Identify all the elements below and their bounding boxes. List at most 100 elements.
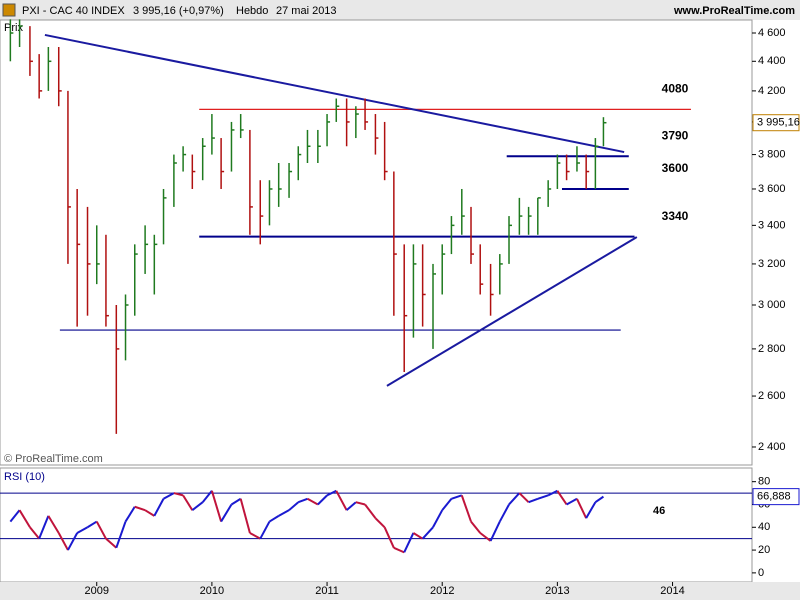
- rsi-segment: [124, 506, 136, 523]
- symbol: PXI - CAC 40 INDEX: [22, 5, 125, 17]
- rsi-segment: [364, 503, 377, 519]
- y-tick-label: 0: [758, 567, 764, 579]
- rsi-segment: [288, 501, 299, 511]
- rsi-segment: [326, 489, 337, 497]
- rsi-segment: [105, 537, 117, 549]
- rsi-segment: [556, 490, 568, 506]
- rsi-segment: [432, 509, 444, 528]
- level-label: 3790: [662, 128, 689, 142]
- rsi-segment: [393, 546, 405, 554]
- rsi-segment: [537, 494, 549, 500]
- rsi-segment: [182, 494, 194, 511]
- rsi-segment: [547, 489, 558, 497]
- last-value-box: [752, 114, 800, 132]
- rsi-segment: [355, 501, 366, 506]
- rsi-segment: [508, 492, 521, 506]
- rsi-segment: [57, 532, 69, 551]
- rsi-segment: [470, 520, 481, 534]
- rsi-segment: [38, 515, 50, 540]
- date: 27 mai 2013: [276, 5, 337, 17]
- y-tick-label: 4 200: [758, 85, 786, 97]
- rsi-segment: [576, 498, 588, 519]
- rsi-segment: [594, 495, 605, 504]
- rsi-segment: [268, 515, 280, 523]
- rsi-segment: [29, 526, 40, 540]
- y-tick-label: 2 800: [758, 343, 786, 355]
- rsi-panel: [0, 467, 753, 583]
- level-label: 3600: [662, 161, 689, 175]
- y-tick-label: 4 400: [758, 55, 786, 67]
- x-tick-label: 2014: [660, 585, 684, 597]
- x-tick-label: 2013: [545, 585, 569, 597]
- rsi-segment: [566, 497, 578, 506]
- y-tick-label: 80: [758, 476, 770, 488]
- rsi-segment: [259, 521, 271, 540]
- trendline: [386, 236, 638, 387]
- rsi-segment: [460, 495, 472, 522]
- rsi-segment: [278, 509, 290, 517]
- rsi-segment: [306, 497, 319, 506]
- watermark: © ProRealTime.com: [4, 453, 103, 465]
- rsi-segment: [210, 490, 223, 522]
- rsi-segment: [412, 532, 424, 540]
- rsi-segment: [297, 497, 308, 504]
- rsi-segment: [239, 498, 251, 534]
- rsi-segment: [335, 490, 348, 511]
- rsi-segment: [67, 532, 79, 551]
- rsi-segment: [451, 494, 463, 500]
- series-label: Prix: [4, 22, 23, 34]
- indicator-title: RSI (10): [4, 471, 45, 483]
- rsi-segment: [518, 492, 530, 503]
- rsi-segment: [134, 505, 146, 512]
- last-value: 66,888: [757, 491, 791, 503]
- rsi-segment: [220, 503, 233, 523]
- price-panel: [0, 19, 753, 466]
- rsi-segment: [95, 521, 107, 540]
- rsi-segment: [76, 526, 89, 534]
- rsi-segment: [47, 515, 60, 534]
- header-bar: [0, 0, 800, 20]
- y-tick-label: 3 400: [758, 219, 786, 231]
- rsi-segment: [153, 498, 165, 517]
- rsi-segment: [374, 517, 386, 528]
- trendline: [44, 33, 625, 154]
- rsi-segment: [115, 521, 127, 549]
- rsi-segment: [479, 532, 492, 542]
- rsi-segment: [383, 526, 395, 549]
- rsi-segment: [144, 509, 155, 517]
- period: Hebdo: [236, 5, 268, 17]
- y-tick-label: 3 000: [758, 299, 786, 311]
- rsi-segment: [191, 501, 204, 511]
- y-tick-label: 3 600: [758, 183, 786, 195]
- rsi-segment: [173, 492, 184, 497]
- annotation: 46: [653, 505, 665, 517]
- rsi-segment: [421, 526, 434, 540]
- rsi-segment: [18, 509, 31, 528]
- last-value-box: [752, 488, 800, 506]
- quote: 3 995,16 (+0,97%): [133, 5, 224, 17]
- rsi-segment: [585, 501, 597, 519]
- y-tick-label: 3 200: [758, 258, 786, 270]
- rsi-segment: [86, 520, 98, 529]
- rsi-segment: [201, 490, 213, 503]
- rsi-segment: [489, 521, 501, 542]
- header-icon: [2, 3, 16, 17]
- rsi-segment: [249, 532, 261, 540]
- x-tick-label: 2012: [430, 585, 454, 597]
- site: www.ProRealTime.com: [673, 5, 795, 17]
- rsi-segment: [230, 497, 242, 506]
- rsi-segment: [317, 494, 328, 506]
- rsi-segment: [498, 504, 510, 523]
- y-tick-label: 2 400: [758, 441, 786, 453]
- y-tick-label: 2 600: [758, 390, 786, 402]
- x-tick-label: 2010: [200, 585, 224, 597]
- rsi-segment: [528, 497, 539, 504]
- rsi-segment: [345, 501, 357, 511]
- rsi-segment: [9, 509, 21, 523]
- x-axis-bar: [0, 582, 800, 600]
- x-tick-label: 2009: [84, 585, 108, 597]
- y-tick-label: 4 600: [758, 27, 786, 39]
- last-value: 3 995,16: [757, 117, 800, 129]
- rsi-segment: [403, 532, 415, 553]
